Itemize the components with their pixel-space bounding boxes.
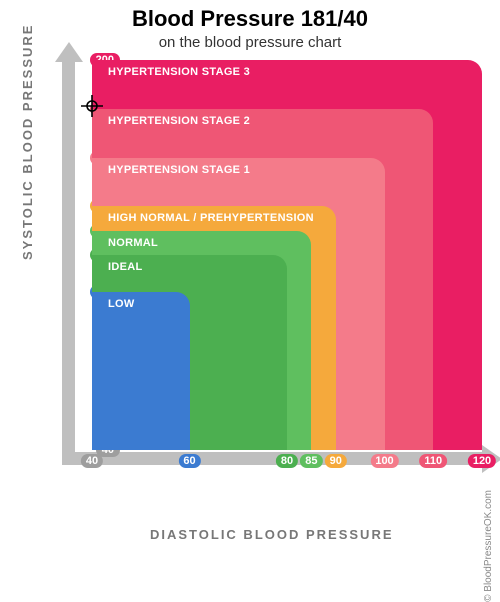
x-tick: 60 <box>178 454 200 468</box>
x-axis-label: DIASTOLIC BLOOD PRESSURE <box>150 527 394 542</box>
chart-area: HYPERTENSION STAGE 3 HYPERTENSION STAGE 2… <box>62 60 482 480</box>
zone-label: LOW <box>108 298 135 310</box>
plot-region: HYPERTENSION STAGE 3 HYPERTENSION STAGE 2… <box>92 60 482 450</box>
zone-label: HYPERTENSION STAGE 1 <box>108 164 250 176</box>
x-tick: 120 <box>468 454 496 468</box>
credit-text: © BloodPressureOK.com <box>483 490 494 602</box>
zone-label: HYPERTENSION STAGE 2 <box>108 115 250 127</box>
zone-label: HYPERTENSION STAGE 3 <box>108 66 250 78</box>
x-tick: 100 <box>370 454 398 468</box>
x-tick: 40 <box>81 454 103 468</box>
x-tick: 85 <box>300 454 322 468</box>
zone-label: HIGH NORMAL / PREHYPERTENSION <box>108 212 314 224</box>
y-axis-label: SYSTOLIC BLOOD PRESSURE <box>20 24 35 260</box>
x-tick: 90 <box>325 454 347 468</box>
x-tick: 110 <box>419 454 447 468</box>
arrow-up-icon <box>55 42 83 62</box>
y-axis-arrow <box>62 60 75 452</box>
chart-title: Blood Pressure 181/40 <box>0 6 500 32</box>
x-tick: 80 <box>276 454 298 468</box>
zone-label: NORMAL <box>108 237 158 249</box>
zone-label: IDEAL <box>108 261 143 273</box>
zone-low <box>92 292 190 450</box>
